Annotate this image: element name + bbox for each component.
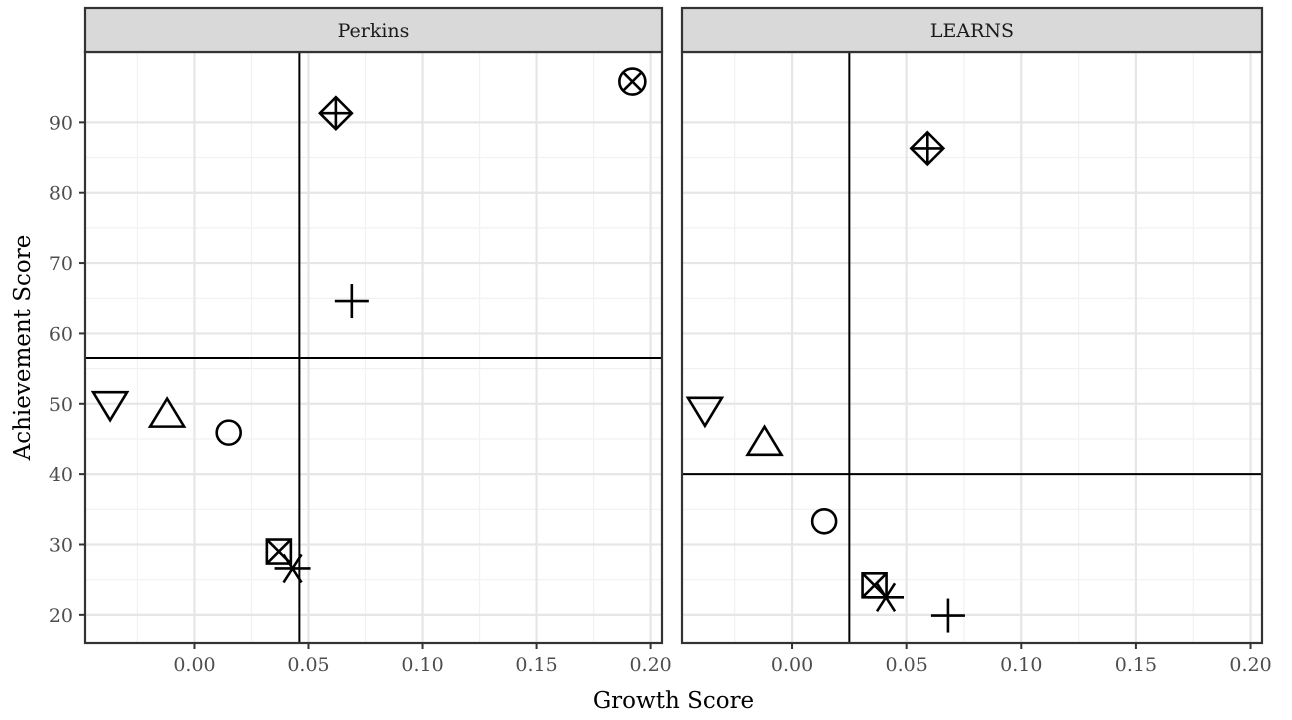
circle-marker [215,419,242,446]
triangle-up-marker [147,396,187,428]
data-point-triangle-down [685,396,725,429]
circle-cross-marker [618,67,647,96]
x-tick-label: 0.15 [515,654,557,676]
y-tick-label: 40 [49,464,73,486]
data-point-asterisk [868,582,905,612]
data-point-triangle-down [90,390,130,423]
data-point-asterisk [274,553,311,584]
x-tick-label: 0.15 [1115,654,1157,676]
facet-strip-label: Perkins [338,20,410,42]
data-point-circle [215,419,242,446]
y-tick-label: 90 [49,112,73,134]
y-tick-label: 60 [49,323,73,345]
y-tick-label: 80 [49,183,73,205]
x-tick-label: 0.20 [1229,654,1271,676]
asterisk-marker-d2 [282,553,303,584]
square-cross-marker [265,538,293,565]
panel-learns: LEARNS 0.00 0.05 0.10 0.15 0.20 [680,6,1272,676]
y-tick-label: 70 [49,253,73,275]
y-tick-label: 30 [49,535,73,557]
panel-background [85,52,662,643]
panel-perkins: Perkins 0.00 0.05 0.10 0.15 0.20 20 30 40 50 60 70 8… [49,6,672,676]
data-point-diamond-plus [318,95,354,132]
y-axis-title: Achievement Score [10,235,36,462]
square-cross-marker-d2 [265,538,292,565]
square-cross-marker-d2 [861,572,888,599]
data-point-triangle-up [745,424,784,457]
x-tick-label: 0.00 [771,654,813,676]
data-point-triangle-up [147,396,187,428]
x-tick-label: 0.05 [886,654,928,676]
facet-strip [83,6,664,54]
data-point-plus [930,598,965,633]
x-axis-title: Growth Score [593,688,754,714]
circle-marker [810,507,838,535]
triangle-down-marker [685,396,725,429]
data-point-plus [334,284,369,319]
data-point-circle-cross [618,67,647,96]
facet-strip-label: LEARNS [930,20,1014,42]
x-tick-label: 0.20 [629,654,671,676]
data-point-circle [810,507,838,535]
data-point-diamond-plus [909,130,946,167]
asterisk-marker-d2 [875,582,897,612]
y-tick-label: 20 [49,605,73,627]
triangle-up-marker [745,424,784,457]
triangle-down-marker [90,390,130,423]
x-tick-label: 0.05 [287,654,329,676]
x-tick-label: 0.00 [173,654,215,676]
panel-background [682,52,1262,643]
y-tick-label: 50 [49,394,73,416]
x-tick-label: 0.10 [1000,654,1042,676]
circle-cross-marker-d2 [622,71,643,92]
x-tick-label: 0.10 [401,654,443,676]
facet-strip [680,6,1264,54]
